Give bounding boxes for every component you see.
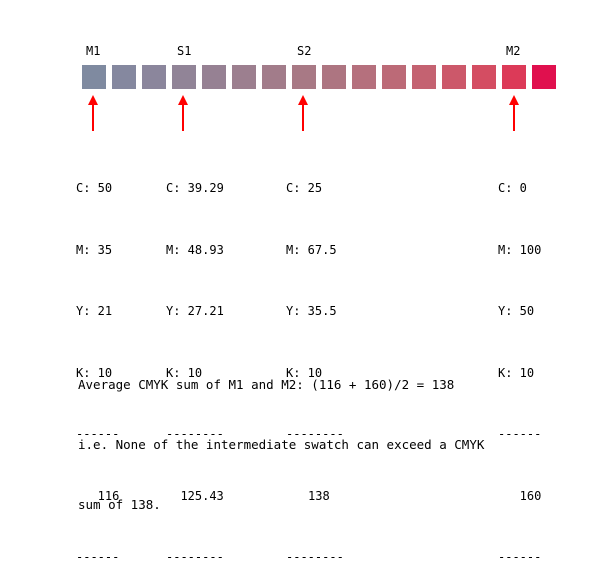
color-swatch [472, 65, 496, 89]
magenta-value: M: 35 [76, 242, 113, 257]
color-swatch [382, 65, 406, 89]
yellow-value: Y: 27.21 [166, 304, 224, 318]
color-swatch [112, 65, 136, 89]
arrow-up-icon-s2 [298, 95, 308, 131]
label-m2: M2 [506, 44, 521, 58]
color-swatch [172, 65, 196, 89]
arrow-up-icon-m2 [509, 95, 519, 131]
arrow-up-icon-m1 [88, 95, 98, 131]
divider-bottom: -------- [286, 550, 344, 564]
magenta-value: M: 100 [498, 242, 542, 257]
color-swatch [202, 65, 226, 89]
cyan-value: C: 39.29 [166, 181, 224, 195]
divider-top: ------ [498, 427, 542, 441]
label-m1: M1 [86, 44, 101, 58]
divider-bottom: ------ [498, 550, 542, 564]
cyan-value: C: 50 [76, 181, 113, 195]
black-value: K: 10 [76, 365, 113, 380]
magenta-value: M: 48.93 [166, 242, 224, 257]
swatch-gradient-row [82, 65, 556, 89]
note-line-3: sum of 138. [78, 497, 161, 512]
divider-bottom: ------ [76, 550, 120, 564]
color-swatch [142, 65, 166, 89]
color-swatch [232, 65, 256, 89]
color-swatch [292, 65, 316, 89]
note-line-1: Average CMYK sum of M1 and M2: (116 + 16… [78, 377, 455, 392]
divider-bottom: -------- [166, 550, 224, 564]
color-swatch [82, 65, 106, 89]
arrow-up-icon-s1 [178, 95, 188, 131]
yellow-value: Y: 21 [76, 304, 113, 318]
note-line-2: i.e. None of the intermediate swatch can… [78, 437, 485, 452]
black-value: K: 10 [498, 365, 535, 380]
explanation-note: Average CMYK sum of M1 and M2: (116 + 16… [78, 335, 484, 535]
black-value: K: 10 [286, 365, 323, 380]
color-swatch [412, 65, 436, 89]
color-swatch [352, 65, 376, 89]
magenta-value: M: 67.5 [286, 242, 337, 257]
black-value: K: 10 [166, 365, 203, 380]
yellow-value: Y: 50 [498, 304, 535, 318]
color-swatch [442, 65, 466, 89]
color-swatch [502, 65, 526, 89]
cyan-value: C: 0 [498, 181, 527, 195]
color-swatch [262, 65, 286, 89]
color-swatch [322, 65, 346, 89]
yellow-value: Y: 35.5 [286, 304, 337, 318]
label-s1: S1 [177, 44, 192, 58]
cyan-value: C: 25 [286, 181, 323, 195]
cmyk-sum: 160 [519, 488, 542, 503]
label-s2: S2 [297, 44, 312, 58]
color-swatch [532, 65, 556, 89]
cmyk-column-m2: C: 0 M: 100 Y: 50 K: 10 ------ 160 -----… [498, 137, 541, 588]
